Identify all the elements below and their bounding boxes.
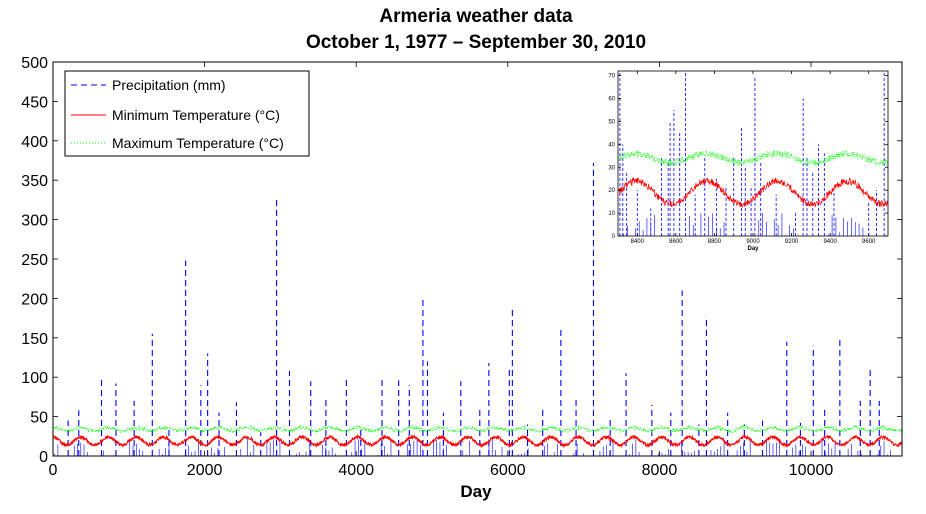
inset-ticks: 8400 8600 8800 9000 9200 9400 9600 0 10 20 30 40 50 6… [608, 71, 888, 245]
inset-y-tick-label: 20 [608, 188, 615, 194]
inset-y-tick-label: 40 [608, 142, 615, 148]
main-x-tick-label: 0 [49, 462, 58, 479]
main-series-max-temp [52, 424, 903, 435]
inset-x-tick-label: 9400 [823, 239, 837, 245]
main-y-tick-label: 50 [30, 410, 48, 427]
main-x-tick-label: 6000 [490, 462, 526, 479]
inset-plot-area: 8400 8600 8800 9000 9200 9400 9600 0 10 20 30 40 50 6… [608, 70, 889, 252]
legend: Precipitation (mm) Minimum Temperature (… [64, 70, 310, 157]
main-y-tick-label: 250 [21, 252, 48, 269]
main-x-tick-label: 2000 [187, 462, 223, 479]
inset-y-tick-label: 0 [612, 234, 616, 240]
main-y-tick-label: 500 [21, 55, 48, 72]
inset-y-tick-label: 70 [608, 74, 615, 80]
main-x-tick-label: 8000 [642, 462, 678, 479]
legend-label-min-temp: Minimum Temperature (°C) [112, 107, 280, 123]
inset-x-tick-label: 8400 [631, 239, 645, 245]
main-x-tick-label: 10000 [789, 462, 834, 479]
x-axis-label: Day [460, 482, 492, 501]
main-y-tick-label: 100 [21, 370, 48, 387]
main-series-min-temp [52, 433, 903, 449]
legend-label-max-temp: Maximum Temperature (°C) [112, 135, 284, 151]
inset-x-tick-label: 8800 [708, 239, 722, 245]
inset-y-tick-label: 30 [608, 165, 615, 171]
inset-x-tick-label: 8600 [669, 239, 683, 245]
chart-subtitle: October 1, 1977 – September 30, 2010 [306, 32, 646, 53]
inset-x-tick-label: 9200 [785, 239, 799, 245]
main-y-tick-label: 150 [21, 331, 48, 348]
inset-x-axis-label: Day [747, 246, 759, 252]
main-y-tick-label: 450 [21, 94, 48, 111]
main-y-tick-label: 200 [21, 291, 48, 308]
main-y-tick-label: 0 [39, 449, 48, 466]
inset-x-tick-label: 9000 [746, 239, 760, 245]
legend-label-precipitation: Precipitation (mm) [112, 77, 226, 93]
main-y-tick-label: 300 [21, 213, 48, 230]
main-y-tick-label: 400 [21, 134, 48, 151]
chart-title: Armeria weather data [379, 6, 573, 27]
main-ticks: 0 2000 4000 6000 8000 10000050100150200250300… [21, 55, 902, 479]
main-x-tick-label: 4000 [338, 462, 374, 479]
main-series-layer [52, 162, 903, 456]
inset-series-max-temp [617, 149, 889, 167]
inset-y-tick-label: 10 [608, 211, 615, 217]
inset-y-tick-label: 60 [608, 97, 615, 103]
main-y-tick-label: 350 [21, 173, 48, 190]
inset-y-tick-label: 50 [608, 119, 615, 125]
inset-x-tick-label: 9600 [862, 239, 876, 245]
inset-series-min-temp [617, 177, 889, 208]
main-series-precipitation [54, 162, 891, 456]
